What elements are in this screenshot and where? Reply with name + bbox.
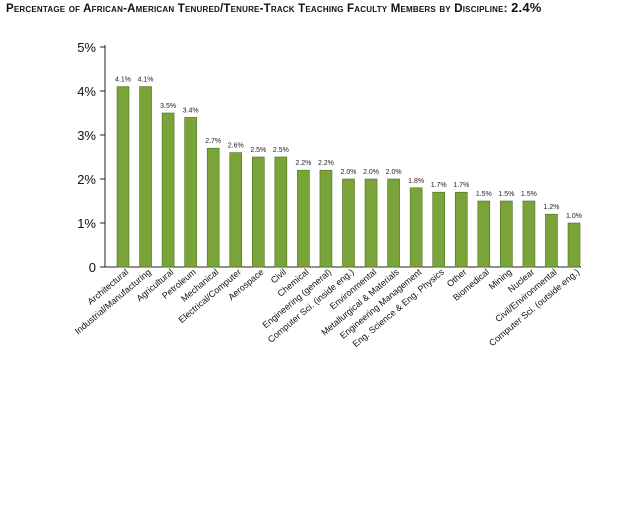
- bar: [274, 156, 288, 268]
- bar-value-label: 4.1%: [138, 77, 154, 84]
- y-tick-label: 1%: [77, 216, 96, 231]
- bar: [342, 178, 355, 268]
- bar-value-label: 2.2%: [318, 160, 334, 167]
- bar: [545, 213, 558, 268]
- bar-value-label: 1.0%: [566, 213, 582, 220]
- chart-title-text: Percentage of African-American Tenured/T…: [6, 3, 508, 15]
- bar: [387, 178, 400, 268]
- bar: [364, 178, 378, 268]
- bar-value-label: 1.5%: [521, 191, 537, 198]
- chart-bars: [116, 86, 581, 268]
- y-tick-label: 5%: [77, 40, 96, 55]
- bar: [297, 169, 310, 268]
- bar: [409, 187, 423, 268]
- bar: [454, 191, 468, 268]
- chart-title: Percentage of African-American Tenured/T…: [6, 1, 626, 16]
- bar-value-label: 2.5%: [273, 147, 289, 154]
- bar-value-label: 1.5%: [498, 191, 514, 198]
- bar: [567, 222, 581, 268]
- bar-value-label: 2.5%: [250, 147, 266, 154]
- bar: [252, 156, 265, 268]
- bar-value-label: 1.2%: [543, 204, 559, 211]
- bar-value-label: 2.0%: [341, 169, 357, 176]
- bar: [116, 86, 130, 268]
- bar-value-label: 1.8%: [408, 178, 424, 185]
- bar-value-label: 2.0%: [363, 169, 379, 176]
- bar-value-label: 2.2%: [295, 160, 311, 167]
- bar: [432, 191, 446, 268]
- chart-title-value: 2.4%: [511, 0, 542, 15]
- bar: [522, 200, 536, 268]
- bar-value-label: 1.7%: [431, 182, 447, 189]
- bar: [477, 200, 491, 268]
- bar-value-label: 2.0%: [386, 169, 402, 176]
- bar: [161, 112, 175, 268]
- y-tick-label: 2%: [77, 172, 96, 187]
- bar: [500, 200, 513, 268]
- bar-value-label: 4.1%: [115, 77, 131, 84]
- bar: [229, 152, 243, 268]
- bar-value-label: 1.5%: [476, 191, 492, 198]
- bar-value-label: 2.7%: [205, 138, 221, 145]
- bar-value-label: 2.6%: [228, 143, 244, 150]
- bar-value-label: 1.7%: [453, 182, 469, 189]
- bar: [184, 117, 197, 268]
- y-tick-label: 3%: [77, 128, 96, 143]
- bar: [319, 169, 333, 268]
- bar-value-label: 3.5%: [160, 103, 176, 110]
- y-tick-label: 0: [89, 260, 96, 275]
- bar-value-label: 3.4%: [183, 107, 199, 114]
- bar: [139, 86, 152, 268]
- y-tick-label: 4%: [77, 84, 96, 99]
- bar: [206, 147, 220, 268]
